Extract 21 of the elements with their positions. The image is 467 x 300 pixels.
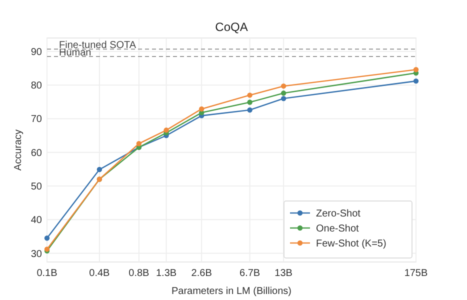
y-tick-label: 30	[30, 248, 42, 260]
x-tick-label: 2.6B	[191, 268, 212, 279]
legend-label: Few-Shot (K=5)	[316, 238, 386, 250]
x-axis-title: Parameters in LM (Billions)	[171, 286, 292, 297]
x-tick-label: 1.3B	[156, 268, 177, 279]
y-tick-label: 40	[30, 215, 42, 226]
legend-label: Zero-Shot	[316, 208, 361, 220]
y-tick-label: 50	[30, 181, 42, 192]
legend-label: One-Shot	[316, 224, 360, 234]
y-tick-label: 80	[30, 80, 42, 92]
x-tick-label: 0.8B	[128, 268, 150, 279]
x-tick-label: 0.1B	[36, 268, 58, 279]
y-tick-label: 70	[30, 114, 42, 126]
x-tick-label: 175B	[404, 268, 428, 279]
x-tick-label: 13B	[274, 268, 293, 279]
chart-title: CoQA	[215, 20, 248, 34]
y-tick-label: 90	[30, 46, 42, 58]
x-tick-label: 6.7B	[240, 268, 260, 279]
x-tick-label: 0.4B	[89, 268, 110, 279]
y-tick-label: 60	[30, 148, 42, 159]
y-axis-title: Accuracy	[13, 129, 24, 171]
